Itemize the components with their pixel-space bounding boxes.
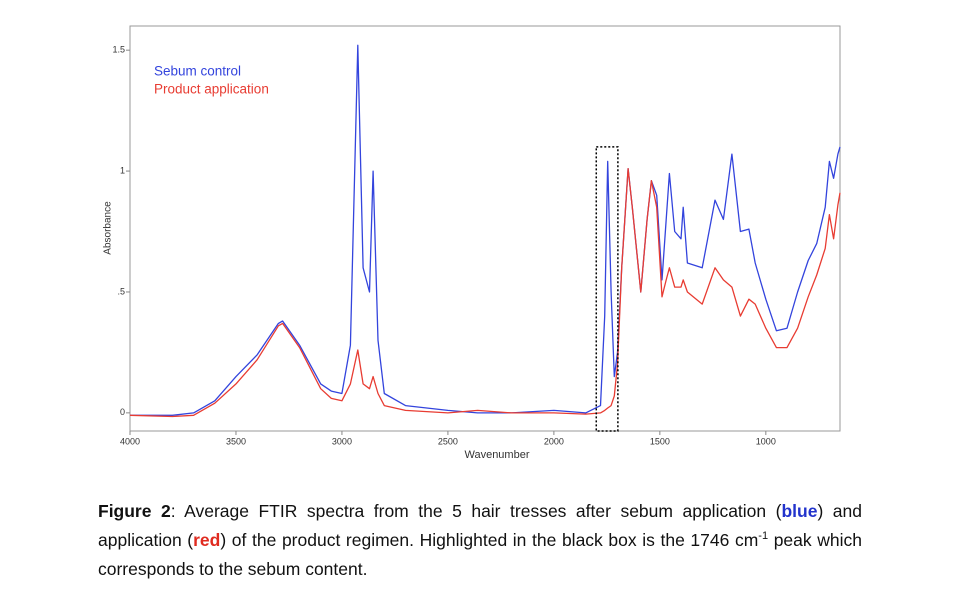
y-tick-label: 1.5 bbox=[112, 45, 125, 55]
figure-label: Figure 2 bbox=[98, 501, 171, 521]
series-line bbox=[129, 168, 841, 418]
y-tick-label: .5 bbox=[117, 286, 125, 296]
y-tick-label: 0 bbox=[120, 407, 125, 417]
series-line bbox=[130, 44, 841, 416]
x-tick-label: 3000 bbox=[332, 436, 352, 446]
highlight-box bbox=[595, 146, 619, 432]
x-tick-label: 1500 bbox=[650, 436, 670, 446]
plot-frame bbox=[129, 25, 841, 432]
x-tick-label: 4000 bbox=[120, 436, 140, 446]
caption-text: ) and application ( bbox=[98, 501, 862, 550]
caption-superscript: -1 bbox=[758, 530, 769, 543]
caption: Figure 2: Average FTIR spectra from the … bbox=[98, 497, 862, 584]
legend-entry: Product application bbox=[154, 82, 269, 97]
x-tick-label: 2500 bbox=[438, 436, 458, 446]
chart: Wavenumber Absorbance 4000 3500 3000 2500 20… bbox=[103, 25, 841, 461]
x-axis-label: Wavenumber bbox=[464, 449, 529, 461]
x-tick-label: 3500 bbox=[226, 436, 246, 446]
caption-text: ) of the product regimen. Highlighted in… bbox=[220, 530, 759, 550]
y-tick-label: 1 bbox=[120, 165, 125, 175]
caption-blue: blue bbox=[781, 501, 818, 521]
x-tick-label: 2000 bbox=[544, 436, 564, 446]
y-axis-label: Absorbance bbox=[103, 201, 114, 255]
caption-red: red bbox=[193, 530, 221, 550]
caption-text: peak which corresponds to the sebum cont… bbox=[98, 530, 862, 579]
x-tick-label: 1000 bbox=[756, 436, 776, 446]
legend-entry: Sebum control bbox=[154, 64, 241, 79]
caption-text: : Average FTIR spectra from the 5 hair t… bbox=[170, 501, 782, 521]
